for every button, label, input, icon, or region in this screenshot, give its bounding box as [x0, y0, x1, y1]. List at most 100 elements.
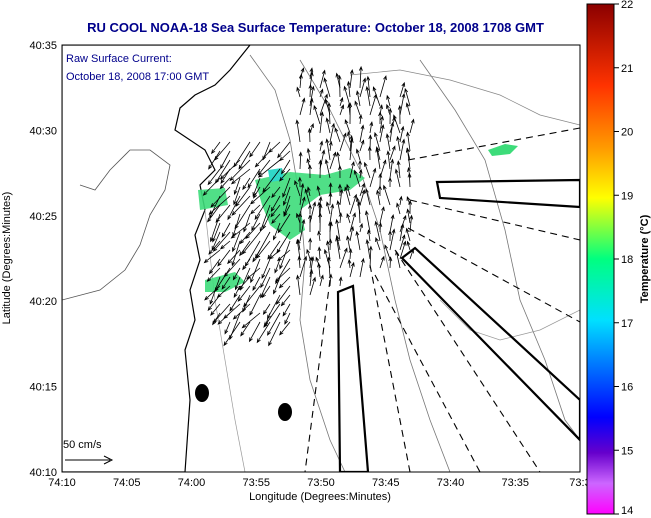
colorbar-tick-label: 20 — [621, 127, 633, 139]
current-vector — [299, 67, 305, 80]
current-vector — [363, 161, 371, 179]
current-vector — [268, 141, 281, 153]
current-vector — [231, 240, 241, 267]
current-vector — [399, 138, 406, 161]
colorbar-tick-label: 17 — [621, 318, 633, 330]
current-vector — [215, 204, 231, 223]
current-vector — [247, 168, 261, 189]
current-vector — [339, 188, 344, 206]
current-vector — [344, 186, 351, 206]
current-vector — [399, 125, 405, 143]
x-tick-label: 73:45 — [372, 477, 400, 489]
current-vector — [386, 103, 391, 116]
current-vector — [272, 222, 281, 241]
x-tick-label: 73:35 — [501, 477, 529, 489]
current-vector — [221, 222, 231, 238]
current-vector — [358, 159, 362, 170]
current-vector — [389, 214, 395, 233]
current-vector — [213, 303, 231, 324]
x-tick-label: 73:40 — [437, 477, 465, 489]
current-vector — [299, 73, 303, 89]
current-vector — [308, 83, 313, 98]
current-vector — [396, 135, 401, 152]
current-vector — [369, 93, 378, 116]
current-vector — [232, 267, 241, 281]
current-vector — [295, 239, 301, 260]
radar-dashed-lines — [304, 127, 580, 472]
current-vector — [399, 223, 405, 242]
current-vector — [206, 267, 221, 282]
current-vector — [365, 238, 371, 260]
x-tick-label: 74:05 — [113, 477, 141, 489]
current-vector — [376, 189, 381, 206]
current-vector — [227, 249, 241, 265]
current-vector — [268, 321, 281, 347]
current-vector — [251, 213, 261, 232]
current-vector — [277, 213, 291, 234]
current-vector — [307, 164, 312, 179]
current-vector — [357, 200, 362, 224]
current-vector — [378, 222, 383, 233]
current-vector — [299, 255, 308, 278]
current-vector — [208, 258, 221, 275]
current-vector — [249, 294, 261, 317]
current-vector — [207, 294, 221, 311]
colorbar-label: Temperature (°C) — [639, 214, 651, 303]
current-vector — [275, 267, 291, 282]
colorbar-tick-label: 15 — [621, 445, 633, 457]
current-vector — [299, 97, 306, 116]
current-vector — [399, 92, 406, 116]
current-vector — [349, 137, 354, 161]
current-vector — [405, 147, 411, 170]
current-vector — [277, 249, 291, 262]
current-vector — [229, 294, 241, 312]
current-vector — [308, 214, 312, 233]
current-vector — [346, 235, 351, 251]
current-vector — [329, 203, 335, 224]
sst-patch-ne — [488, 144, 518, 156]
current-vector — [219, 240, 231, 250]
current-vector — [354, 100, 361, 116]
current-vector — [223, 258, 241, 278]
current-vector — [252, 177, 261, 197]
current-vector — [325, 138, 331, 161]
current-vector — [349, 134, 354, 152]
x-tick-label: 73:3 — [569, 477, 590, 489]
current-vector — [325, 117, 331, 134]
current-vector — [279, 168, 291, 182]
current-vector — [346, 183, 351, 197]
current-vector — [397, 104, 402, 125]
current-vector — [379, 115, 384, 134]
current-vector — [319, 88, 324, 98]
current-vector — [406, 131, 411, 152]
current-vector — [378, 111, 382, 125]
scale-arrowhead — [103, 455, 114, 465]
map-title: RU COOL NOAA-18 Sea Surface Temperature:… — [87, 20, 544, 35]
current-vector — [349, 261, 355, 278]
current-vector — [241, 312, 261, 329]
current-vector — [232, 303, 251, 320]
current-vector — [347, 258, 352, 269]
current-vector — [299, 196, 306, 215]
current-vector — [325, 201, 331, 215]
current-vector — [319, 93, 328, 116]
current-vector — [217, 249, 231, 267]
current-vector — [389, 158, 395, 179]
x-tick-label: 73:50 — [307, 477, 335, 489]
current-vector — [277, 141, 291, 159]
legend-line2: October 18, 2008 17:00 GMT — [66, 71, 209, 83]
y-tick-label: 40:25 — [29, 211, 57, 223]
current-vector — [319, 111, 324, 134]
current-vector — [241, 231, 261, 255]
current-vector — [339, 132, 347, 152]
current-vector — [308, 237, 313, 251]
current-vector — [405, 227, 411, 242]
current-vector — [365, 188, 371, 206]
current-vector — [393, 114, 401, 134]
current-vector — [282, 186, 291, 207]
current-vector — [207, 204, 221, 223]
current-vector — [396, 160, 401, 179]
current-vector — [309, 97, 314, 116]
current-vector — [394, 168, 401, 188]
current-vector — [309, 67, 314, 80]
